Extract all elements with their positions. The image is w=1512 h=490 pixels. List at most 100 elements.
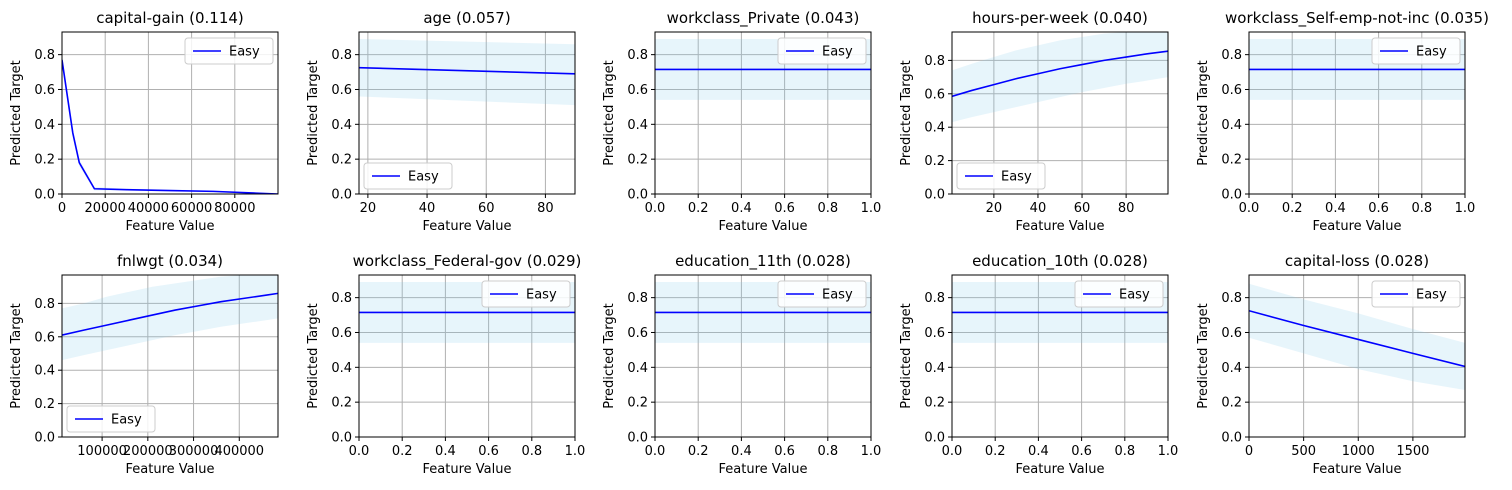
legend-box xyxy=(777,280,867,308)
x-tick-label: 1.0 xyxy=(1455,201,1476,216)
x-tick-label: 100000 xyxy=(77,444,127,459)
y-tick-label: 0.6 xyxy=(34,83,55,98)
x-tick-label: 400000 xyxy=(214,444,264,459)
x-tick-label: 0.6 xyxy=(1071,444,1092,459)
x-tick-label: 300000 xyxy=(169,444,219,459)
x-axis-label: Feature Value xyxy=(719,219,808,234)
y-tick-label: 0.0 xyxy=(924,431,945,446)
y-tick-label: 0.2 xyxy=(1221,396,1242,411)
axes-frame xyxy=(358,31,576,195)
legend-box xyxy=(777,37,867,65)
x-tick-label: 0.0 xyxy=(645,201,666,216)
legend: Easy xyxy=(1371,37,1461,65)
subplot-title: capital-gain (0.114) xyxy=(96,9,244,27)
axes-frame xyxy=(951,31,1169,195)
x-tick-label: 0.2 xyxy=(1282,201,1303,216)
confidence-band xyxy=(62,275,278,361)
subplot-title: workclass_Federal-gov (0.029) xyxy=(353,252,582,271)
y-tick-label: 0.8 xyxy=(34,48,55,63)
axes-frame xyxy=(1248,274,1466,438)
legend: Easy xyxy=(66,405,156,433)
y-tick-label: 0.0 xyxy=(627,188,648,203)
series-line xyxy=(1249,309,1465,368)
x-tick-label: 0.0 xyxy=(349,444,370,459)
x-tick-label: 0.6 xyxy=(478,444,499,459)
y-tick-label: 0.4 xyxy=(34,364,55,379)
y-tick-label: 0.4 xyxy=(1221,361,1242,376)
y-tick-label: 0.0 xyxy=(1221,431,1242,446)
subplot-2: 0.0 0.2 0.4 0.6 0.8 1.0 0.0 0.2 0.4 0.6 0.8 workcla… xyxy=(602,9,881,234)
confidence-band xyxy=(359,38,575,106)
series-line xyxy=(359,66,575,75)
legend-label: Easy xyxy=(111,413,142,428)
x-tick-label: 1.0 xyxy=(861,444,882,459)
legend: Easy xyxy=(184,37,274,65)
legend-label: Easy xyxy=(1001,170,1032,185)
legend: Easy xyxy=(363,162,453,190)
y-tick-label: 0.6 xyxy=(1221,83,1242,98)
x-tick-label: 0.2 xyxy=(688,201,709,216)
subplot-4: 0.0 0.2 0.4 0.6 0.8 1.0 0.0 0.2 0.4 0.6 0.8 workcla… xyxy=(1196,9,1489,234)
x-axis-label: Feature Value xyxy=(719,462,808,477)
legend-box xyxy=(1371,37,1461,65)
y-tick-label: 0.0 xyxy=(331,188,352,203)
y-tick-label: 0.4 xyxy=(924,121,945,136)
y-tick-label: 0.8 xyxy=(34,297,55,312)
y-tick-label: 0.6 xyxy=(331,83,352,98)
legend-label: Easy xyxy=(1416,288,1447,303)
axes-frame xyxy=(951,274,1169,438)
subplot-title: hours-per-week (0.040) xyxy=(972,9,1148,27)
axes-frame xyxy=(61,31,279,195)
y-axis-label: Predicted Target xyxy=(306,303,321,408)
y-tick-label: 0.2 xyxy=(34,397,55,412)
x-tick-label: 60 xyxy=(478,201,495,216)
y-axis-label: Predicted Target xyxy=(602,60,617,165)
legend-label: Easy xyxy=(1416,45,1447,60)
y-tick-label: 0.4 xyxy=(627,118,648,133)
x-tick-label: 20 xyxy=(986,201,1003,216)
x-tick-label: 0.0 xyxy=(942,444,963,459)
legend: Easy xyxy=(481,280,571,308)
y-tick-label: 0.2 xyxy=(924,154,945,169)
legend-label: Easy xyxy=(822,45,853,60)
x-tick-label: 40 xyxy=(1030,201,1047,216)
y-tick-label: 0.8 xyxy=(924,291,945,306)
y-tick-label: 0.4 xyxy=(331,361,352,376)
y-tick-label: 0.6 xyxy=(627,83,648,98)
x-tick-label: 0.4 xyxy=(731,201,752,216)
legend-label: Easy xyxy=(526,288,557,303)
x-tick-label: 0.8 xyxy=(521,444,542,459)
y-tick-label: 0.6 xyxy=(924,326,945,341)
x-axis-label: Feature Value xyxy=(1313,219,1402,234)
legend-label: Easy xyxy=(229,45,260,60)
y-tick-label: 0.2 xyxy=(331,396,352,411)
series-line xyxy=(62,292,278,336)
y-tick-label: 0.8 xyxy=(924,54,945,69)
y-tick-label: 0.8 xyxy=(1221,48,1242,63)
axes-frame xyxy=(1248,31,1466,195)
y-tick-label: 0.2 xyxy=(331,153,352,168)
y-axis-label: Predicted Target xyxy=(9,60,24,165)
subplot-title: workclass_Private (0.043) xyxy=(667,9,860,28)
legend-box xyxy=(956,162,1046,190)
x-tick-label: 1.0 xyxy=(565,444,586,459)
confidence-band xyxy=(952,32,1168,123)
series-line xyxy=(62,59,278,194)
x-axis-label: Feature Value xyxy=(423,219,512,234)
x-tick-label: 0.6 xyxy=(1368,201,1389,216)
x-tick-label: 80 xyxy=(1118,201,1135,216)
y-axis-label: Predicted Target xyxy=(306,60,321,165)
x-tick-label: 0.2 xyxy=(985,444,1006,459)
subplot-title: education_11th (0.028) xyxy=(675,252,851,271)
subplot-title: capital-loss (0.028) xyxy=(1285,252,1429,270)
x-tick-label: 0.4 xyxy=(1325,201,1346,216)
legend-box xyxy=(184,37,274,65)
y-tick-label: 0.0 xyxy=(627,431,648,446)
x-axis-label: Feature Value xyxy=(423,462,512,477)
y-tick-label: 0.2 xyxy=(34,153,55,168)
legend-label: Easy xyxy=(408,170,439,185)
x-tick-label: 200000 xyxy=(123,444,173,459)
y-tick-label: 0.4 xyxy=(627,361,648,376)
x-tick-label: 0.2 xyxy=(688,444,709,459)
